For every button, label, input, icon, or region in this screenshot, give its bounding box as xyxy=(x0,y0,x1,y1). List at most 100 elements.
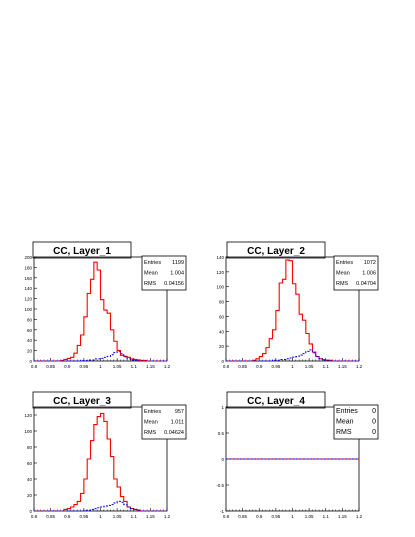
x-tick-label: 0.8 xyxy=(31,514,38,519)
y-tick-label: 140 xyxy=(216,255,224,260)
histogram-panel-layer-2: CC, Layer_2 0.8 0.85 0.9 0.95 1 1.05 1.1 1.15 1.2… xyxy=(216,241,379,369)
y-tick-label: 120 xyxy=(216,270,224,275)
x-tick-label: 1 xyxy=(99,364,102,369)
y-tick-label: 1 xyxy=(221,405,224,410)
stats-value: 0 xyxy=(372,429,376,436)
x-tick-label: 1.2 xyxy=(356,514,363,519)
x-tick-label: 1.05 xyxy=(305,514,314,519)
title-box xyxy=(226,241,326,259)
x-tick-label: 1.15 xyxy=(338,514,347,519)
stats-label: Mean xyxy=(144,420,158,426)
x-tick-label: 1.2 xyxy=(356,364,363,369)
x-tick-label: 0.9 xyxy=(64,514,71,519)
stats-value: 0.04156 xyxy=(164,281,184,287)
y-tick-label: -1 xyxy=(220,509,224,514)
stats-box xyxy=(333,255,379,291)
stats-value: 0 xyxy=(372,408,376,415)
stats-box xyxy=(141,255,187,291)
x-tick-label: 0.95 xyxy=(79,364,88,369)
x-tick-label: 0.85 xyxy=(238,364,247,369)
y-tick-label: 0 xyxy=(221,359,224,364)
x-tick-label: 0.95 xyxy=(79,514,88,519)
stats-label: Mean xyxy=(144,271,158,277)
y-tick-label: 60 xyxy=(27,328,33,333)
x-tick-label: 1.2 xyxy=(164,364,171,369)
x-tick-label: 1.05 xyxy=(113,364,122,369)
y-tick-label: 60 xyxy=(27,461,33,466)
x-tick-label: 1.2 xyxy=(164,514,171,519)
y-tick-label: 0 xyxy=(29,509,32,514)
x-tick-label: 1 xyxy=(99,514,102,519)
histogram-panel-layer-3: CC, Layer_3 0.8 0.85 0.9 0.95 1 1.05 1.1 1.15 1.2… xyxy=(24,391,187,519)
y-tick-label: 100 xyxy=(24,307,32,312)
chart-title: CC, Layer_2 xyxy=(247,246,305,257)
x-tick-label: 0.85 xyxy=(46,364,55,369)
stats-value: 957 xyxy=(175,409,184,415)
x-tick-label: 1.05 xyxy=(113,514,122,519)
histogram-panel-layer-4: CC, Layer_4 0.8 0.85 0.9 0.95 1 1.05 1.1 1.15 1.2… xyxy=(216,391,379,519)
y-tick-label: 40 xyxy=(219,329,225,334)
y-tick-label: 180 xyxy=(24,265,32,270)
y-tick-label: 20 xyxy=(27,349,33,354)
y-tick-label: 100 xyxy=(216,285,224,290)
y-tick-label: 0.5 xyxy=(218,431,225,436)
chart-title: CC, Layer_1 xyxy=(53,246,111,257)
histogram-red-solid xyxy=(34,261,167,362)
y-tick-label: 120 xyxy=(24,413,32,418)
x-tick-label: 0.85 xyxy=(46,514,55,519)
y-tick-label: 140 xyxy=(24,286,32,291)
x-tick-label: 0.9 xyxy=(256,364,263,369)
stats-label: RMS xyxy=(144,281,157,287)
x-tick-label: 1 xyxy=(291,364,294,369)
stats-value: 0.04624 xyxy=(164,430,184,436)
y-tick-label: 40 xyxy=(27,477,33,482)
x-tick-label: 0.8 xyxy=(223,514,230,519)
stats-box xyxy=(333,404,379,440)
y-tick-label: 0 xyxy=(221,457,224,462)
y-tick-label: 20 xyxy=(219,344,225,349)
stats-value: 1199 xyxy=(172,260,184,266)
stats-value: 1.004 xyxy=(170,271,184,277)
stats-label: Entries xyxy=(336,260,353,266)
stats-value: 0.04704 xyxy=(356,281,376,287)
x-tick-label: 1.05 xyxy=(305,364,314,369)
x-tick-label: 0.95 xyxy=(271,514,280,519)
x-tick-label: 0.9 xyxy=(256,514,263,519)
y-tick-label: 80 xyxy=(27,317,33,322)
stats-value: 1.011 xyxy=(171,420,184,426)
stats-label: RMS xyxy=(336,281,349,287)
x-tick-label: 1.15 xyxy=(146,514,155,519)
stats-label: Entries xyxy=(144,409,161,415)
y-tick-label: 80 xyxy=(219,300,225,305)
x-tick-label: 1.15 xyxy=(146,364,155,369)
stats-label: Mean xyxy=(336,271,350,277)
x-tick-label: 1.1 xyxy=(131,364,138,369)
x-tick-label: 1 xyxy=(291,514,294,519)
y-tick-label: 200 xyxy=(24,255,32,260)
x-tick-label: 1.1 xyxy=(131,514,138,519)
stats-label: RMS xyxy=(336,429,352,436)
stats-box xyxy=(141,404,187,440)
stats-label: Mean xyxy=(336,419,354,426)
title-box xyxy=(32,391,132,409)
stats-label: RMS xyxy=(144,430,157,436)
y-tick-label: 120 xyxy=(24,297,32,302)
y-tick-label: 40 xyxy=(27,338,33,343)
stats-label: Entries xyxy=(336,408,358,415)
histogram-blue-dashed xyxy=(34,351,167,362)
histogram-blue-dashed xyxy=(34,500,167,512)
title-box xyxy=(226,391,326,409)
x-tick-label: 0.8 xyxy=(31,364,38,369)
stats-label: Entries xyxy=(144,260,161,266)
y-tick-label: 80 xyxy=(27,445,33,450)
y-tick-label: 100 xyxy=(24,429,32,434)
stats-value: 1.006 xyxy=(362,271,376,277)
title-box xyxy=(32,241,132,259)
y-tick-label: 60 xyxy=(219,314,225,319)
chart-title: CC, Layer_4 xyxy=(247,396,305,407)
x-tick-label: 0.95 xyxy=(271,364,280,369)
chart-title: CC, Layer_3 xyxy=(53,396,111,407)
x-tick-label: 1.1 xyxy=(323,514,330,519)
y-tick-label: 0 xyxy=(29,359,32,364)
